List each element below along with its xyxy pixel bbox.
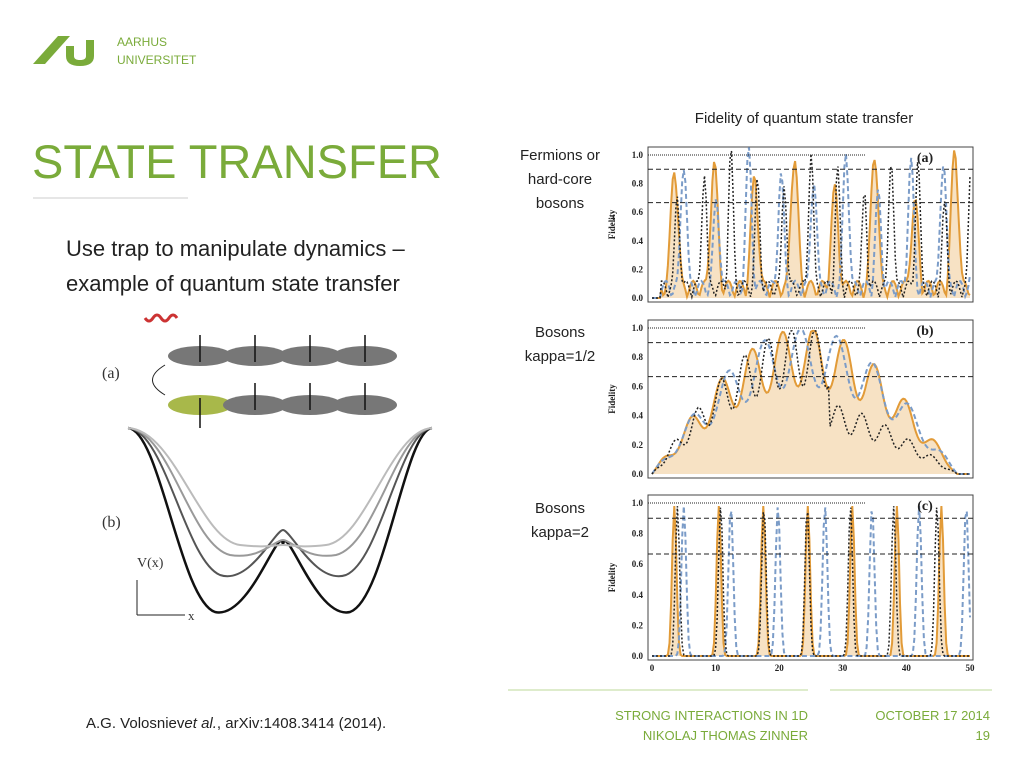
- fidelity-curve: [651, 329, 970, 475]
- potential: [127, 427, 433, 548]
- footer-text: 19: [976, 728, 990, 743]
- citation-etal: et al.: [184, 715, 217, 732]
- transfer-arrow: [152, 364, 166, 396]
- panel-tag: (b): [916, 324, 933, 339]
- fidelity-panel: 0.0 0.2 0.4 0.6 0.8 1.0 Fidelity (b): [607, 319, 974, 479]
- potential: [127, 426, 433, 614]
- fidelity-curve: [651, 330, 970, 475]
- fidelity-curve: [652, 150, 971, 301]
- figure-title: Fidelity of quantum state transfer: [695, 110, 913, 127]
- panel-side-label: bosons: [536, 195, 584, 212]
- panel-side-label: Bosons: [535, 324, 585, 341]
- footer-text: STRONG INTERACTIONS IN 1D: [615, 708, 808, 723]
- body-text: Use trap to manipulate dynamics –: [66, 236, 405, 261]
- y-tick-label: 1.0: [632, 323, 644, 333]
- y-tick-label: 0.8: [632, 529, 644, 539]
- fidelity-area: [652, 330, 970, 474]
- fidelity-curve: [652, 506, 971, 657]
- y-tick-label: 0.2: [632, 264, 644, 274]
- fidelity-curve: [652, 506, 970, 657]
- y-tick-label: 0.0: [632, 469, 644, 479]
- y-tick-label: 0.4: [632, 236, 644, 246]
- y-tick-label: 0.8: [632, 179, 644, 189]
- y-tick-label: 0.6: [632, 207, 644, 217]
- fidelity-curve: [651, 329, 970, 475]
- panel-side-label: kappa=1/2: [525, 348, 595, 365]
- fidelity-panel: 0.0 0.2 0.4 0.6 0.8 1.0 Fidelity (c): [607, 494, 974, 661]
- axis-label: x: [188, 608, 195, 623]
- y-tick-label: 0.2: [632, 620, 644, 630]
- citation-rest: , arXiv:1408.3414 (2014).: [217, 715, 386, 732]
- citation: A.G. Volosnievet al., arXiv:1408.3414 (2…: [86, 715, 386, 732]
- panel-side-label: kappa=2: [531, 524, 589, 541]
- y-tick-label: 0.0: [632, 293, 644, 303]
- y-tick-label: 0.0: [632, 651, 644, 661]
- trap-figure: (a) (b) V(x) x: [102, 313, 433, 623]
- y-axis-label: Fidelity: [607, 384, 617, 414]
- y-axis-label: Fidelity: [607, 209, 617, 239]
- potential: [127, 427, 433, 557]
- footer-text: OCTOBER 17 2014: [875, 708, 990, 723]
- panel-tag: (a): [917, 151, 934, 166]
- y-tick-label: 1.0: [632, 498, 644, 508]
- x-tick-label: 50: [966, 663, 976, 673]
- footer-text: NIKOLAJ THOMAS ZINNER: [643, 728, 808, 743]
- panel-side-label: Bosons: [535, 500, 585, 517]
- panel-frame: [647, 319, 974, 479]
- figure-label: (a): [102, 365, 120, 382]
- panel-side-label: hard-core: [528, 171, 592, 188]
- x-tick-label: 20: [775, 663, 785, 673]
- y-tick-label: 0.2: [632, 440, 644, 450]
- y-axis-label: Fidelity: [607, 562, 617, 592]
- panel-frame: [647, 146, 974, 303]
- logo-text: AARHUS: [117, 35, 167, 49]
- logo-mark: [66, 40, 94, 66]
- fidelity-curve: [652, 147, 971, 302]
- x-tick-label: 40: [902, 663, 912, 673]
- axis-label: V(x): [137, 556, 164, 571]
- y-tick-label: 0.6: [632, 559, 644, 569]
- figure-label: (b): [102, 514, 121, 531]
- logo: [33, 36, 94, 66]
- fidelity-curve: [652, 150, 971, 300]
- y-tick-label: 0.4: [632, 411, 644, 421]
- panel-side-label: Fermions or: [520, 147, 600, 164]
- panel-tag: (c): [917, 499, 933, 514]
- y-tick-label: 1.0: [632, 150, 644, 160]
- x-tick-label: 0: [650, 663, 655, 673]
- y-tick-label: 0.8: [632, 352, 644, 362]
- logo-mark: [33, 36, 70, 64]
- slide-title: STATE TRANSFER: [32, 135, 442, 188]
- x-tick-label: 30: [838, 663, 848, 673]
- spin-arrows: [199, 335, 366, 428]
- panel-frame: [647, 494, 974, 661]
- fidelity-panel: 0.0 0.2 0.4 0.6 0.8 1.0 Fidelity (a) t: [607, 146, 974, 303]
- y-tick-label: 0.4: [632, 590, 644, 600]
- body-text: example of quantum state transfer: [66, 271, 400, 296]
- photon: [143, 313, 179, 323]
- potential: [127, 427, 433, 578]
- citation-authors: A.G. Volosniev: [86, 715, 185, 732]
- x-axis-label: t: [612, 212, 615, 222]
- x-tick-label: 10: [711, 663, 721, 673]
- logo-text: UNIVERSITET: [117, 53, 197, 67]
- y-tick-label: 0.6: [632, 381, 644, 391]
- fidelity-figure: 0.00.20.40.60.81.0Fidelity(a)t0.00.20.40…: [607, 146, 976, 673]
